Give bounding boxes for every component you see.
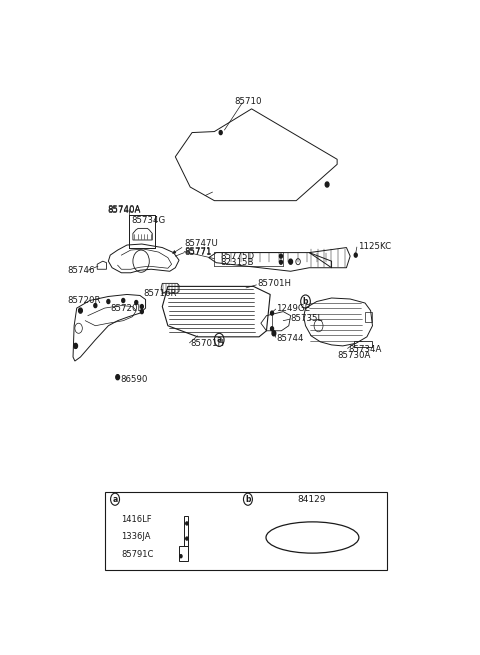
- Text: 86590: 86590: [120, 375, 148, 384]
- Circle shape: [186, 522, 188, 525]
- Circle shape: [94, 303, 97, 308]
- Text: 85734A: 85734A: [348, 345, 382, 354]
- Circle shape: [289, 259, 292, 264]
- Text: 1249GE: 1249GE: [276, 303, 311, 312]
- Circle shape: [107, 299, 110, 303]
- Circle shape: [186, 537, 188, 540]
- Circle shape: [116, 375, 120, 380]
- Circle shape: [140, 305, 144, 309]
- Text: 85771: 85771: [185, 247, 212, 256]
- Text: 85701H: 85701H: [257, 280, 291, 288]
- Text: 85716R: 85716R: [144, 290, 177, 299]
- Circle shape: [325, 182, 329, 187]
- Circle shape: [271, 311, 274, 315]
- Circle shape: [279, 260, 282, 264]
- Text: a: a: [112, 495, 118, 504]
- Text: 85740A: 85740A: [108, 206, 141, 215]
- Circle shape: [122, 299, 125, 303]
- Text: 85771: 85771: [185, 248, 212, 257]
- Bar: [105, 492, 387, 571]
- Text: 1416LF: 1416LF: [121, 515, 152, 525]
- Text: 85720R: 85720R: [67, 296, 101, 305]
- Circle shape: [219, 130, 222, 134]
- Text: b: b: [245, 495, 251, 504]
- Text: 85720L: 85720L: [110, 303, 143, 312]
- Circle shape: [272, 331, 276, 336]
- Text: 85746: 85746: [67, 266, 95, 274]
- Text: 85735L: 85735L: [290, 314, 323, 323]
- Circle shape: [271, 327, 274, 331]
- Circle shape: [180, 555, 182, 558]
- Text: 85791C: 85791C: [121, 550, 154, 559]
- Text: 85744: 85744: [276, 334, 304, 343]
- Text: 85734G: 85734G: [132, 216, 166, 225]
- Text: 82315B: 82315B: [220, 258, 253, 267]
- Circle shape: [79, 308, 83, 313]
- Text: b: b: [303, 297, 308, 306]
- Text: 85730A: 85730A: [337, 352, 371, 360]
- Text: 85775D: 85775D: [220, 252, 254, 261]
- Text: 85747U: 85747U: [185, 239, 218, 248]
- Text: a: a: [216, 335, 222, 345]
- Text: 85701H: 85701H: [190, 339, 224, 348]
- Circle shape: [74, 343, 77, 348]
- Circle shape: [354, 253, 357, 257]
- Circle shape: [279, 254, 282, 258]
- Text: 85740A: 85740A: [108, 205, 141, 214]
- Text: 85710: 85710: [235, 97, 263, 106]
- Circle shape: [140, 310, 144, 314]
- Text: 84129: 84129: [298, 495, 326, 504]
- Text: 1125KC: 1125KC: [358, 242, 391, 251]
- Circle shape: [135, 301, 138, 305]
- Text: 1336JA: 1336JA: [121, 532, 151, 540]
